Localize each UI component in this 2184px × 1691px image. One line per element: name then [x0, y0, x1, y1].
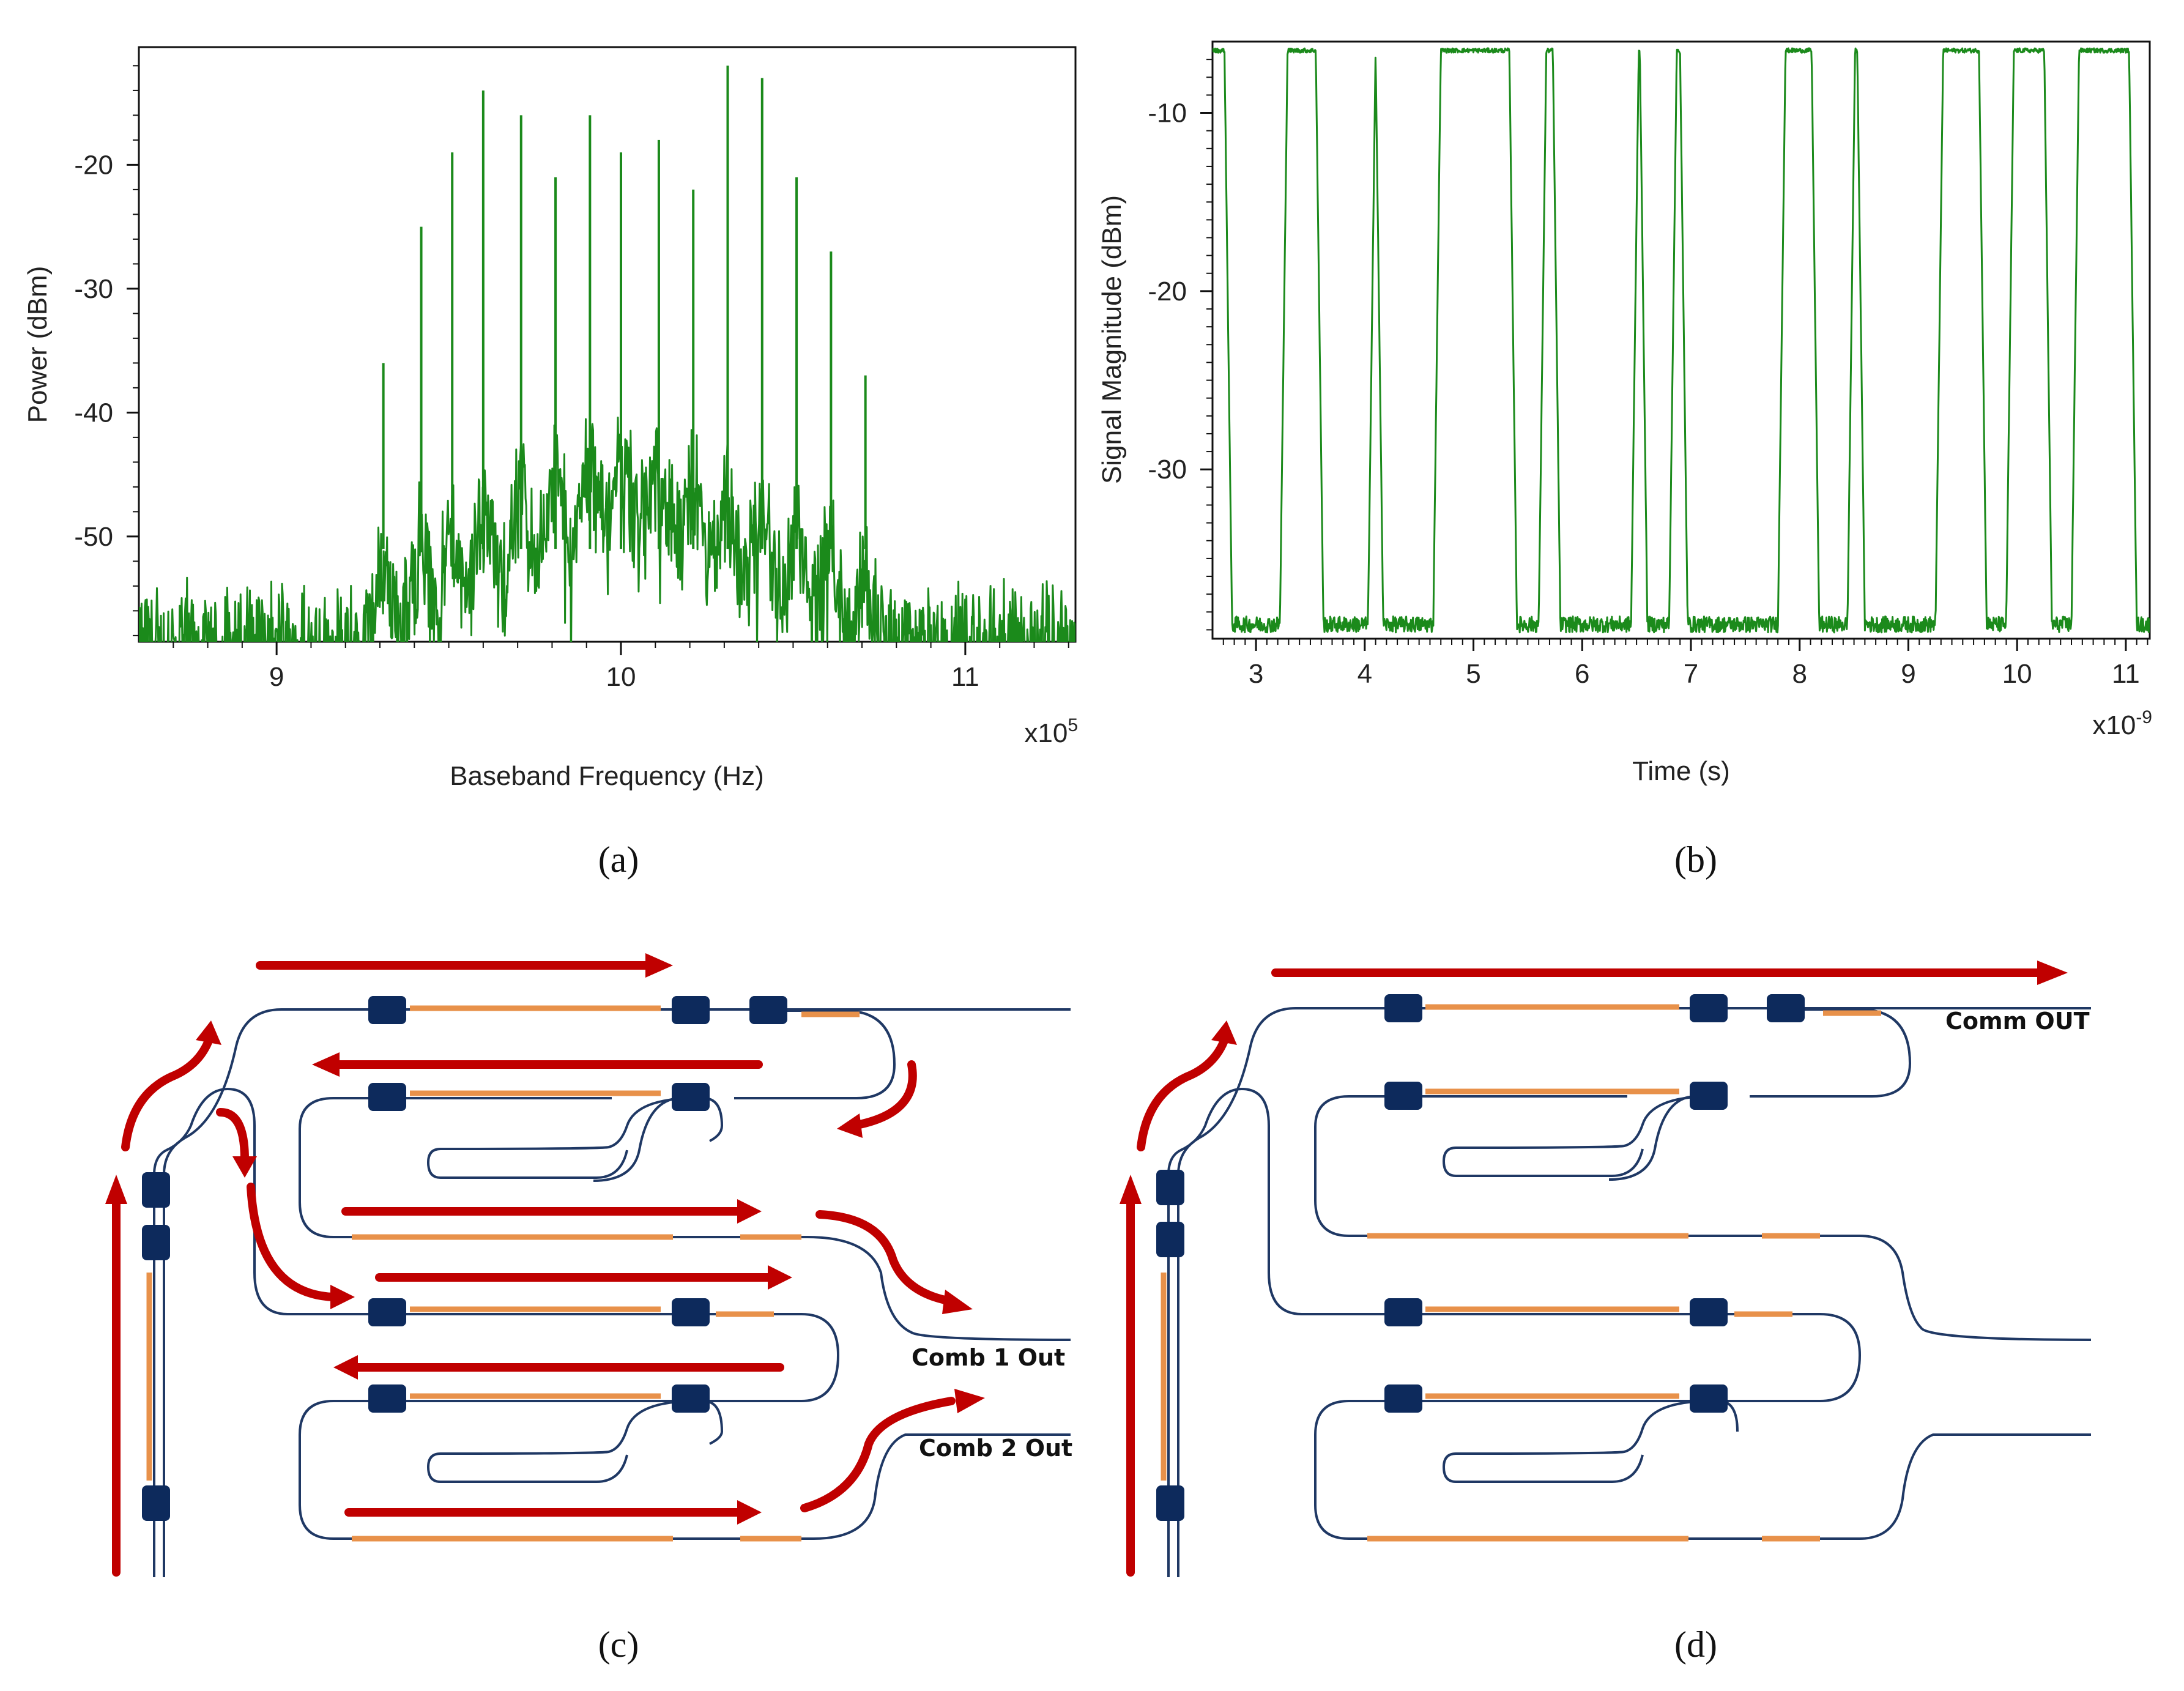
chart-a-y-tick-label: -40 — [74, 398, 113, 428]
chart-a-x-axis-label: Baseband Frequency (Hz) — [450, 761, 764, 791]
diagram-c-pads — [142, 996, 787, 1521]
phase-shifter-pad — [368, 1083, 406, 1111]
phase-shifter-pad — [1690, 1082, 1728, 1110]
phase-shifter-pad — [142, 1225, 170, 1260]
phase-shifter-pad — [368, 996, 406, 1024]
chart-b: 3 4 5 6 7 8 9 10 11 -10 -20 -30 x10-9 Time (s) Sign… — [1097, 40, 2152, 880]
phase-shifter-pad — [1156, 1170, 1184, 1205]
phase-shifter-pad — [672, 1083, 710, 1111]
phase-shifter-pad — [1384, 994, 1422, 1022]
chart-b-y-tick-label: -10 — [1148, 98, 1187, 128]
chart-b-x-tick-label: 9 — [1901, 659, 1915, 689]
diagram-d-heaters — [1161, 1004, 1881, 1542]
signal-arrow — [247, 1183, 338, 1301]
diagram-c-heaters — [146, 1005, 860, 1542]
diagram-d-arrows — [1126, 968, 2041, 1577]
diagram-c-label-comb1: Comb 1 Out — [912, 1344, 1065, 1371]
signal-arrow — [800, 1397, 956, 1512]
chart-b-y-tick-label: -20 — [1148, 277, 1187, 307]
chart-b-plot-frame — [1211, 40, 2151, 640]
diagram-c: Comb 1 Out Comb 2 Out (c) — [105, 953, 1072, 1665]
phase-shifter-pad — [1384, 1082, 1422, 1110]
chart-b-x-multiplier: x10-9 — [2092, 707, 2152, 740]
caption-c: (c) — [598, 1624, 639, 1665]
chart-b-y-axis-label: Signal Magnitude (dBm) — [1097, 195, 1127, 484]
chart-b-x-tick-label: 8 — [1792, 659, 1807, 689]
diagram-d-pads — [1156, 994, 1805, 1521]
diagram-d-waveguides — [1167, 1007, 2092, 1577]
signal-arrow — [121, 1030, 215, 1151]
diagram-d: Comm OUT (d) — [1120, 961, 2092, 1665]
phase-shifter-pad — [672, 996, 710, 1024]
chart-a-y-tick-label: -50 — [74, 522, 113, 552]
chart-a-y-tick-label: -30 — [74, 274, 113, 304]
phase-shifter-pad — [368, 1384, 406, 1413]
diagram-c-arrows — [112, 961, 956, 1577]
diagram-d-label-comm-out: Comm OUT — [1945, 1008, 2090, 1035]
chart-b-x-tick-label: 5 — [1466, 659, 1480, 689]
chart-b-x-tick-label: 6 — [1575, 659, 1589, 689]
diagram-c-label-comb2: Comb 2 Out — [919, 1435, 1072, 1462]
phase-shifter-pad — [1156, 1485, 1184, 1521]
caption-d: (d) — [1674, 1624, 1717, 1665]
chart-b-x-tick-label: 3 — [1249, 659, 1263, 689]
signal-arrow — [849, 1060, 917, 1130]
diagram-d-arrowheads — [1120, 961, 2068, 1204]
caption-a: (a) — [598, 839, 639, 880]
phase-shifter-pad — [1156, 1222, 1184, 1257]
chart-b-series-line — [1213, 47, 2150, 634]
phase-shifter-pad — [749, 996, 787, 1024]
phase-shifter-pad — [672, 1298, 710, 1326]
signal-arrow — [1137, 1030, 1231, 1151]
chart-a-plot-frame — [138, 46, 1077, 643]
chart-a-y-axis-label: Power (dBm) — [23, 266, 53, 423]
chart-a-x-tick-label: 11 — [951, 662, 979, 692]
chart-b-x-tick-label: 10 — [2002, 659, 2032, 689]
chart-a-x-tick-label: 10 — [606, 662, 636, 692]
chart-b-x-axis-label: Time (s) — [1632, 756, 1730, 786]
chart-a: 9 10 11 -20 -30 -40 -50 x105 Baseband Frequenc… — [23, 46, 1078, 880]
phase-shifter-pad — [1384, 1298, 1422, 1326]
phase-shifter-pad — [1384, 1384, 1422, 1413]
chart-b-x-tick-label: 4 — [1358, 659, 1372, 689]
chart-a-x-tick-label: 9 — [269, 662, 284, 692]
phase-shifter-pad — [1690, 1384, 1728, 1413]
phase-shifter-pad — [1690, 1298, 1728, 1326]
chart-b-y-tick-label: -30 — [1148, 455, 1187, 485]
chart-a-y-tick-label: -20 — [74, 150, 113, 180]
chart-a-x-multiplier: x105 — [1024, 715, 1078, 748]
chart-a-series-line — [139, 417, 1075, 642]
phase-shifter-pad — [672, 1384, 710, 1413]
signal-arrow — [216, 1108, 249, 1164]
phase-shifter-pad — [368, 1298, 406, 1326]
phase-shifter-pad — [1767, 994, 1805, 1022]
diagram-c-arrowheads — [105, 953, 985, 1525]
phase-shifter-pad — [142, 1485, 170, 1521]
phase-shifter-pad — [142, 1172, 170, 1208]
signal-arrow — [815, 1210, 949, 1304]
caption-b: (b) — [1674, 839, 1717, 880]
chart-b-x-tick-label: 7 — [1684, 659, 1698, 689]
chart-b-x-tick-label: 11 — [2112, 659, 2140, 689]
phase-shifter-pad — [1690, 994, 1728, 1022]
diagram-c-waveguides — [153, 1008, 1071, 1577]
